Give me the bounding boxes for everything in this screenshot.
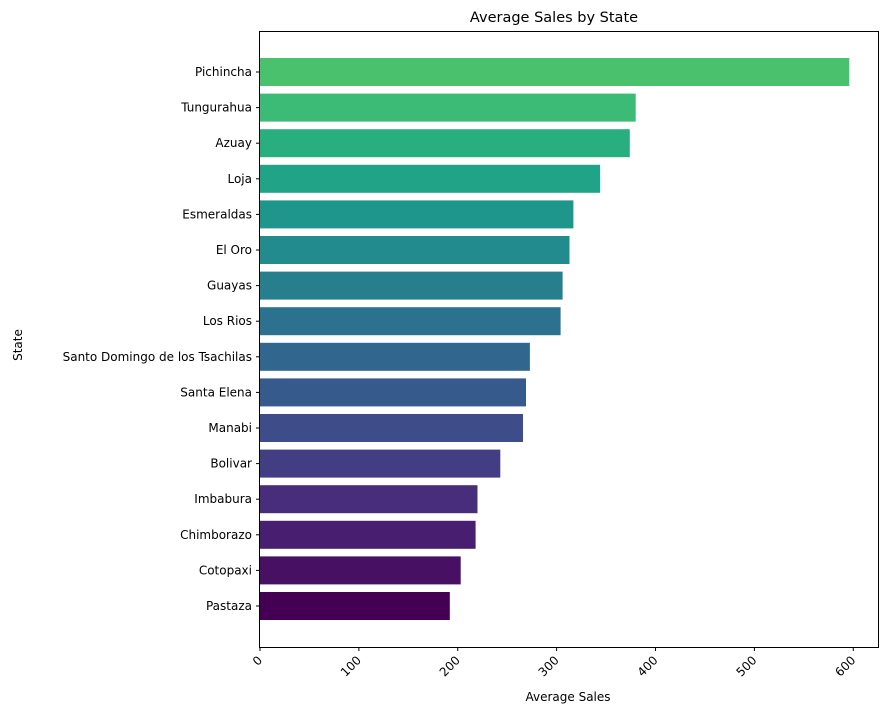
bar-cotopaxi xyxy=(260,556,461,585)
y-axis-title: State xyxy=(11,329,25,361)
x-tick-label: 400 xyxy=(635,653,661,679)
bar-imbabura xyxy=(260,485,478,514)
x-axis-title: Average Sales xyxy=(525,690,610,704)
x-tick-label: 0 xyxy=(250,653,265,668)
bar-tungurahua xyxy=(260,93,636,122)
bars-group xyxy=(260,58,850,620)
x-tick-label: 300 xyxy=(536,653,562,679)
bar-santa-elena xyxy=(260,378,526,407)
x-tick-label: 500 xyxy=(733,653,759,679)
y-tick-label: Bolivar xyxy=(210,457,252,471)
y-tick-labels: Pichincha Tungurahua Azuay Loja Esmeraldas El… xyxy=(63,65,260,613)
y-tick-label: Santo Domingo de los Tsachilas xyxy=(63,350,252,364)
y-tick-label: Manabi xyxy=(208,421,252,435)
bar-loja xyxy=(260,164,601,193)
y-tick-label: Los Rios xyxy=(203,314,252,328)
bar-pastaza xyxy=(260,592,450,620)
x-tick-label: 200 xyxy=(437,653,463,679)
bar-azuay xyxy=(260,129,630,158)
bar-chimborazo xyxy=(260,520,476,549)
bar-guayas xyxy=(260,271,563,300)
y-tick-label: Guayas xyxy=(207,279,252,293)
y-tick-label: Pichincha xyxy=(195,65,252,79)
x-tick-label: 100 xyxy=(338,653,364,679)
bar-esmeraldas xyxy=(260,200,574,229)
y-tick-label: Chimborazo xyxy=(180,528,252,542)
bar-el-oro xyxy=(260,236,570,264)
bar-bolivar xyxy=(260,449,501,478)
bar-santo-domingo-de-los-tsachilas xyxy=(260,342,530,371)
bar-pichincha xyxy=(260,58,850,86)
y-tick-label: Tungurahua xyxy=(180,101,252,115)
chart-title: Average Sales by State xyxy=(470,10,638,26)
y-tick-label: El Oro xyxy=(216,243,252,257)
x-tick-label: 600 xyxy=(832,653,858,679)
x-ticks: 0 100 200 300 400 500 600 xyxy=(250,647,858,679)
y-tick-label: Santa Elena xyxy=(180,385,252,399)
bar-los-rios xyxy=(260,307,561,336)
y-tick-label: Azuay xyxy=(215,136,252,150)
bar-manabi xyxy=(260,414,523,442)
y-tick-label: Cotopaxi xyxy=(199,563,252,577)
y-tick-label: Esmeraldas xyxy=(182,207,252,221)
y-tick-label: Imbabura xyxy=(194,492,252,506)
y-tick-label: Loja xyxy=(227,172,252,186)
y-tick-label: Pastaza xyxy=(206,599,252,613)
plot-frame xyxy=(259,31,879,648)
